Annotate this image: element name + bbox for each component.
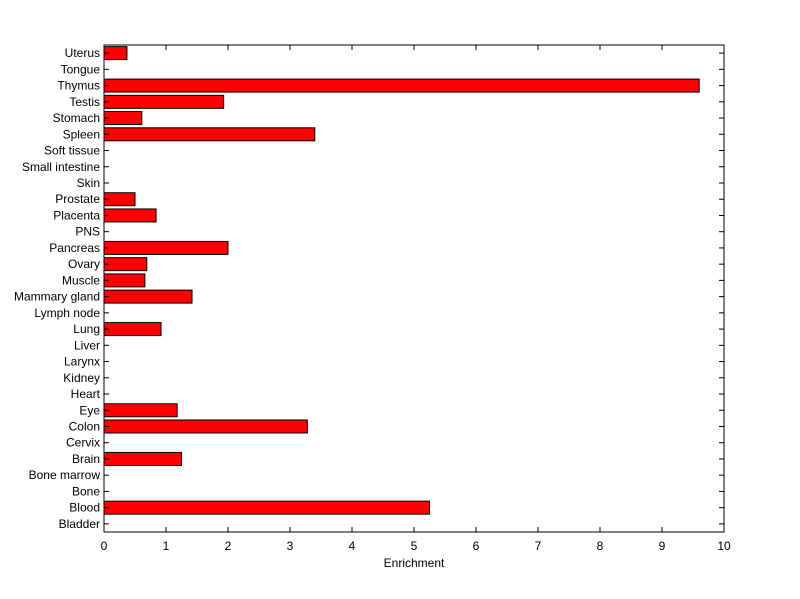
y-tick-label-colon: Colon	[69, 419, 100, 433]
bar-testis	[103, 94, 225, 109]
plot-area	[103, 44, 725, 533]
y-tick-label-kidney: Kidney	[63, 371, 100, 385]
y-tick-label-stomach: Stomach	[53, 111, 100, 125]
x-tick-label-6: 6	[473, 539, 480, 553]
x-axis-ticks: 0 1 2 3 4 5 6 7 8 9 10	[101, 45, 731, 553]
x-tick-label-7: 7	[535, 539, 542, 553]
x-tick-label-0: 0	[101, 539, 108, 553]
bar-stomach	[103, 111, 143, 126]
x-tick-label-10: 10	[717, 539, 731, 553]
y-tick-label-tongue: Tongue	[61, 62, 101, 76]
x-tick-label-5: 5	[411, 539, 418, 553]
y-tick-label-bone-marrow: Bone marrow	[29, 468, 101, 482]
y-tick-label-placenta: Placenta	[53, 208, 100, 222]
y-tick-label-testis: Testis	[69, 95, 100, 109]
x-tick-label-1: 1	[163, 539, 170, 553]
y-tick-label-bladder: Bladder	[59, 517, 100, 531]
y-tick-label-brain: Brain	[72, 452, 100, 466]
y-tick-label-lung: Lung	[73, 322, 100, 336]
y-tick-label-ovary: Ovary	[68, 257, 100, 271]
x-axis-title: Enrichment	[384, 556, 445, 570]
y-tick-label-spleen: Spleen	[63, 127, 100, 141]
bar-ovary	[103, 257, 148, 272]
bar-mammary-gland	[103, 289, 193, 304]
bar-muscle	[103, 273, 146, 288]
y-tick-label-larynx: Larynx	[64, 355, 100, 369]
y-tick-label-liver: Liver	[74, 338, 100, 352]
x-tick-label-9: 9	[659, 539, 666, 553]
y-tick-label-pancreas: Pancreas	[49, 241, 100, 255]
y-tick-label-bone: Bone	[72, 484, 100, 498]
bar-spleen	[103, 127, 316, 142]
bar-colon	[103, 419, 308, 434]
y-tick-label-soft-tissue: Soft tissue	[44, 144, 100, 158]
y-tick-label-prostate: Prostate	[55, 192, 100, 206]
x-tick-label-2: 2	[225, 539, 232, 553]
y-tick-label-lymph-node: Lymph node	[34, 306, 100, 320]
bar-lung	[103, 322, 162, 337]
y-tick-label-uterus: Uterus	[65, 46, 100, 60]
bar-pancreas	[103, 240, 229, 255]
y-tick-label-heart: Heart	[71, 387, 101, 401]
x-tick-label-4: 4	[349, 539, 356, 553]
x-tick-label-3: 3	[287, 539, 294, 553]
y-tick-label-skin: Skin	[77, 176, 100, 190]
bar-blood	[103, 500, 430, 515]
y-tick-label-blood: Blood	[69, 501, 100, 515]
bar-brain	[103, 451, 182, 466]
y-tick-label-muscle: Muscle	[62, 273, 100, 287]
x-tick-label-8: 8	[597, 539, 604, 553]
y-tick-label-pns: PNS	[75, 225, 100, 239]
y-tick-label-small-intestine: Small intestine	[22, 160, 100, 174]
y-tick-label-cervix: Cervix	[66, 436, 100, 450]
y-tick-label-thymus: Thymus	[57, 79, 100, 93]
bar-eye	[103, 403, 178, 418]
bar-placenta	[103, 208, 157, 223]
y-axis-ticks: Bladder Blood Bone Bone marrow Brain Cervix Co…	[14, 46, 724, 531]
y-tick-label-mammary-gland: Mammary gland	[14, 290, 100, 304]
bar-thymus	[103, 78, 700, 93]
y-tick-label-eye: Eye	[79, 403, 100, 417]
